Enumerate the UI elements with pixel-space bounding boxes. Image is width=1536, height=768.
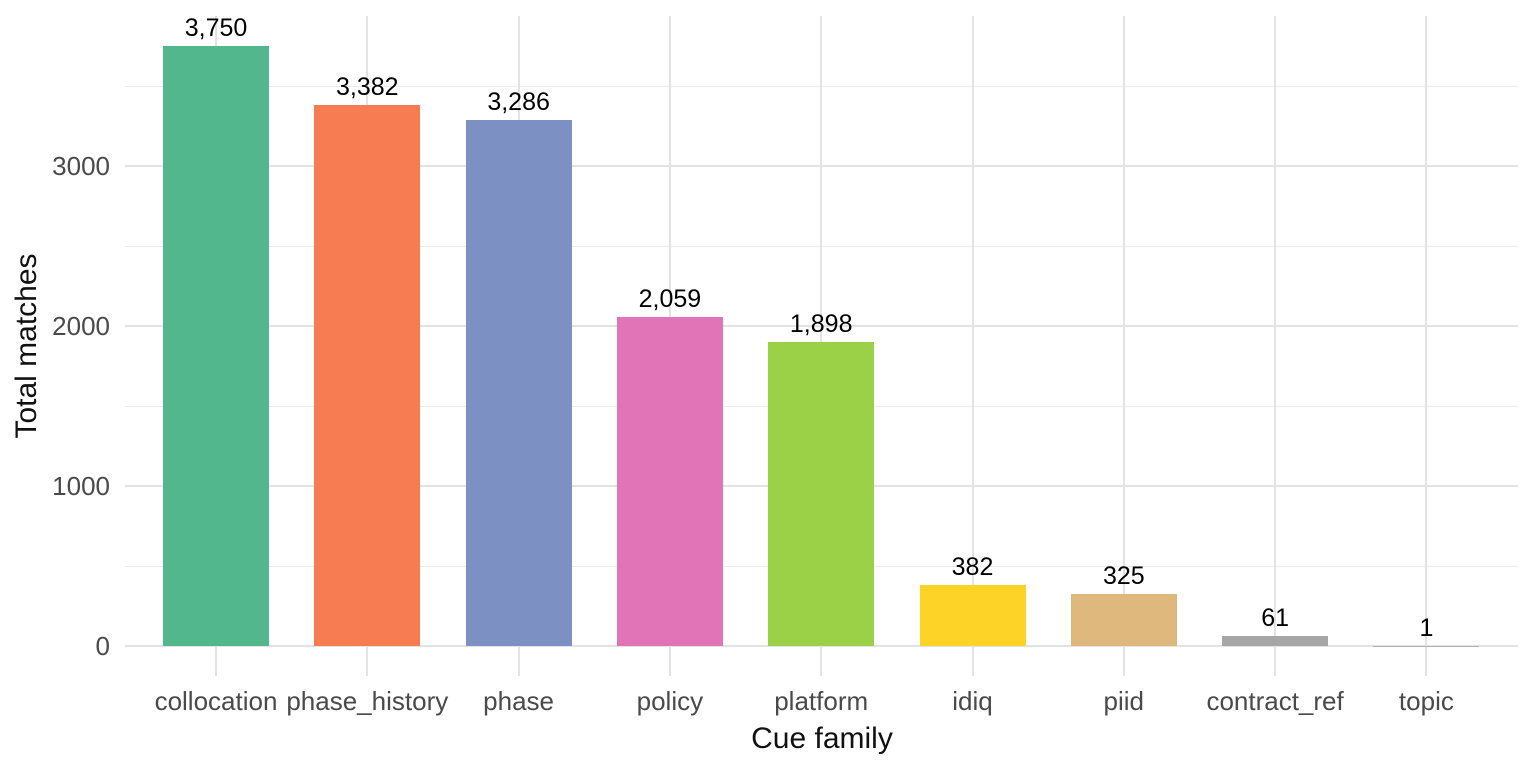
x-tick-label: idiq [952, 686, 993, 716]
y-axis-title: Total matches [10, 253, 43, 439]
bar-value-label: 3,382 [336, 72, 399, 101]
bar-contract_ref [1222, 636, 1329, 646]
v-gridline [1274, 16, 1277, 676]
x-tick-label: piid [1103, 686, 1145, 716]
bar-piid [1070, 594, 1177, 646]
x-tick-label: phase_history [286, 686, 449, 716]
x-tick-label: phase [483, 686, 555, 716]
bar-idiq [919, 584, 1026, 646]
y-tick-label: 1000 [52, 471, 110, 501]
x-tick-label: collocation [154, 686, 278, 716]
x-tick-label: contract_ref [1206, 686, 1344, 716]
bar-value-label: 1 [1419, 613, 1434, 642]
y-tick-label: 3000 [52, 151, 110, 181]
bar-value-label: 1,898 [789, 310, 853, 339]
bar-collocation [163, 46, 269, 646]
v-gridline [1122, 16, 1125, 676]
x-tick-label: policy [636, 686, 704, 716]
bar-value-label: 61 [1261, 604, 1289, 633]
v-gridline [971, 16, 974, 676]
bar-platform [768, 342, 875, 646]
x-axis-title: Cue family [751, 722, 893, 755]
bar-value-label: 3,286 [487, 88, 550, 117]
v-gridline [1425, 16, 1428, 676]
bar-value-label: 382 [951, 552, 994, 581]
bar-value-label: 2,059 [638, 284, 702, 313]
bar-phase [465, 120, 572, 646]
bar-phase_history [314, 104, 421, 646]
bar-value-label: 325 [1102, 562, 1145, 590]
x-tick-label: platform [774, 686, 869, 716]
x-tick-label: topic [1398, 686, 1454, 716]
y-tick-label: 2000 [52, 311, 110, 341]
bar-value-label: 3,750 [184, 14, 248, 42]
bar-policy [616, 316, 723, 646]
y-tick-label: 0 [95, 631, 110, 661]
